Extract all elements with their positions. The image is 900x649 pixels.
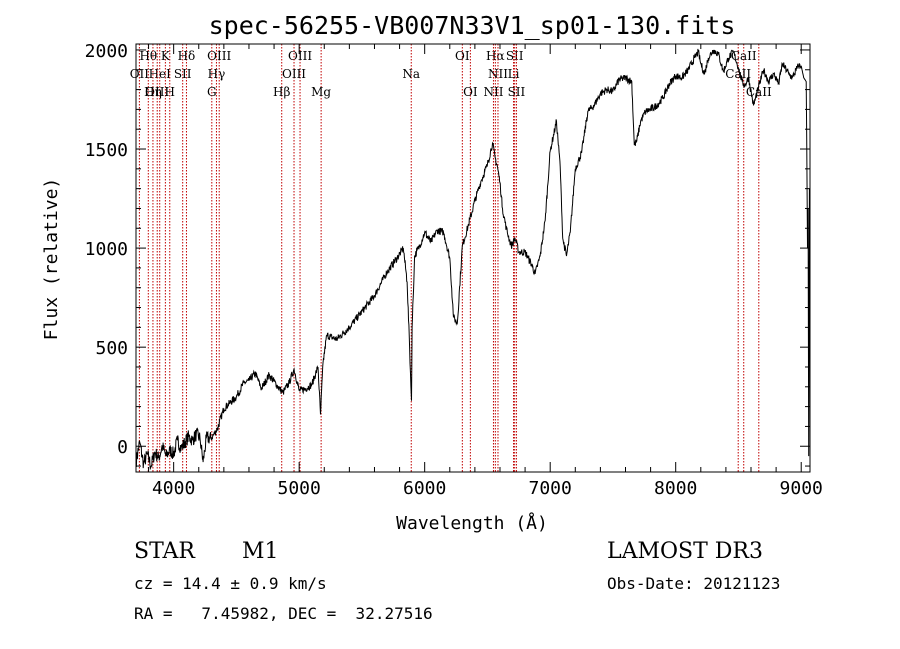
y-tick-label: 1000 — [85, 239, 128, 260]
line-marker-label: OI — [463, 85, 478, 99]
x-tick-label: 5000 — [277, 478, 320, 499]
x-tick-label: 6000 — [403, 478, 446, 499]
line-marker-label: Hγ — [208, 67, 226, 81]
line-marker-label: G — [207, 85, 217, 99]
y-tick-label: 2000 — [85, 41, 128, 62]
x-axis-label: Wavelength (Å) — [396, 512, 548, 534]
object-class: STAR — [134, 539, 195, 564]
line-marker-label: Hβ — [273, 85, 290, 99]
line-marker-label: K — [161, 49, 171, 63]
line-marker-label: Hθ — [139, 49, 157, 63]
y-tick-label: 0 — [117, 437, 128, 458]
obs-date: Obs-Date: 20121123 — [607, 574, 781, 593]
redshift-value: cz = 14.4 ± 0.9 km/s — [134, 574, 327, 593]
object-subclass: M1 — [242, 539, 279, 564]
line-marker-label: Hη — [144, 85, 162, 99]
line-marker-label: OIII — [145, 85, 169, 99]
y-tick-label: 1500 — [85, 140, 128, 161]
line-marker-label: SII — [508, 85, 526, 99]
line-marker-label: H — [165, 85, 175, 99]
line-marker-label: SII — [174, 67, 192, 81]
line-marker-label: OI — [455, 49, 470, 63]
line-marker-label: Mg — [311, 85, 331, 99]
spectrum-series-line — [135, 48, 811, 471]
line-marker-label: Hα — [486, 49, 505, 63]
line-marker-label: OIII — [288, 49, 312, 63]
line-marker-label: NII — [488, 67, 508, 81]
line-marker-label: OIII — [207, 49, 231, 63]
survey-name: LAMOST DR3 — [607, 539, 763, 564]
x-tick-label: 8000 — [654, 478, 697, 499]
line-marker-label: NII — [483, 85, 503, 99]
line-marker-label: Li — [508, 67, 520, 81]
y-tick-label: 500 — [95, 338, 128, 359]
line-marker-label: SII — [506, 49, 524, 63]
line-marker-label: CaII — [731, 49, 757, 63]
x-tick-label: 9000 — [780, 478, 823, 499]
line-marker-label: CaII — [725, 67, 751, 81]
line-marker-label: OIII — [282, 67, 306, 81]
line-marker-label: HeI — [149, 67, 172, 81]
x-tick-label: 4000 — [152, 478, 195, 499]
plot-frame — [135, 43, 811, 473]
line-marker-label: Na — [402, 67, 420, 81]
chart-title: spec-56255-VB007N33V1_sp01-130.fits — [209, 11, 736, 40]
line-marker-label: Hδ — [178, 49, 196, 63]
line-marker-label: OII — [130, 67, 150, 81]
x-tick-label: 7000 — [529, 478, 572, 499]
y-axis-label: Flux (relative) — [41, 178, 62, 341]
coordinates: RA = 7.45982, DEC = 32.27516 — [134, 604, 433, 623]
